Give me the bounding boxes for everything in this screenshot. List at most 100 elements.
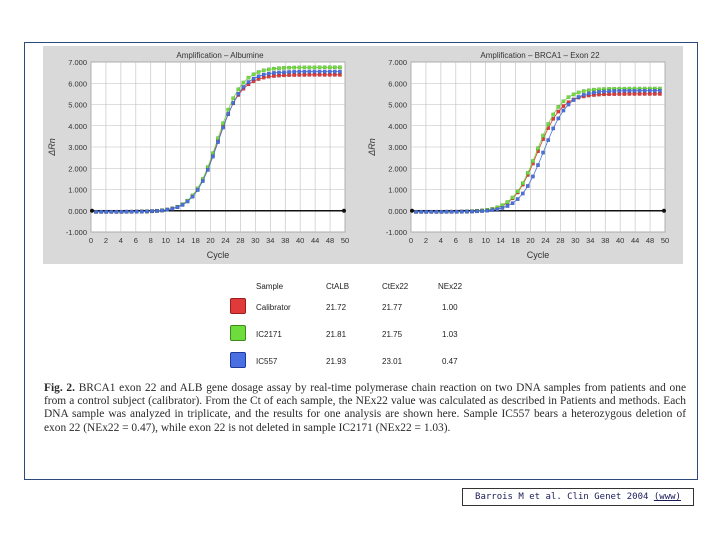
data-point (170, 206, 175, 211)
data-point (297, 69, 302, 74)
data-point (124, 209, 129, 214)
x-tick-label: 50 (661, 236, 669, 245)
data-point (327, 65, 332, 70)
data-point (256, 70, 261, 74)
data-point (297, 65, 302, 70)
calibrator-swatch (230, 298, 246, 314)
data-point (500, 206, 505, 210)
data-point (231, 101, 236, 105)
data-point (139, 209, 144, 214)
data-point (211, 154, 215, 159)
data-point (272, 71, 276, 75)
data-point (642, 88, 647, 93)
data-point (470, 209, 474, 214)
data-point (622, 88, 627, 93)
data-point (652, 88, 657, 93)
y-tick-label: 7.000 (388, 58, 407, 67)
table-row-nex22: 0.47 (442, 357, 458, 366)
x-tick-label: 6 (454, 236, 458, 245)
data-point (617, 89, 622, 93)
data-point (414, 209, 418, 214)
data-point (292, 69, 297, 74)
data-point (576, 95, 581, 99)
y-tick-label: 5.000 (68, 101, 87, 110)
table-row-nex22: 1.03 (442, 330, 458, 339)
x-tick-label: 40 (296, 236, 304, 245)
data-point (322, 69, 327, 74)
data-point (292, 73, 297, 77)
data-point (459, 209, 464, 214)
y-tick-label: 2.000 (68, 164, 87, 173)
data-point (317, 72, 322, 77)
data-point (327, 69, 332, 74)
data-point (251, 72, 256, 77)
x-tick-label: 48 (646, 236, 654, 245)
data-point (287, 70, 291, 74)
data-point (160, 208, 164, 213)
y-tick-label: 1.000 (68, 186, 87, 195)
table-row-ct-ex22: 21.75 (382, 330, 403, 339)
data-point (297, 73, 302, 77)
data-point (175, 205, 180, 210)
table-row-sample: Calibrator (256, 303, 291, 312)
table-row-sample: IC557 (256, 357, 278, 366)
series-ic557 (414, 88, 662, 214)
table-row-ct-ex22: 23.01 (382, 357, 403, 366)
data-point (642, 92, 647, 96)
table-row-ct-alb: 21.93 (326, 357, 347, 366)
citation-link[interactable]: (www) (653, 492, 681, 502)
table-row-ct-alb: 21.81 (326, 330, 347, 339)
y-tick-label: 5.000 (388, 101, 407, 110)
x-tick-label: 8 (469, 236, 473, 245)
data-point (332, 65, 337, 70)
table-row-ct-ex22: 21.77 (382, 303, 403, 312)
table-header-ct-ex22: CtEx22 (382, 282, 409, 291)
x-tick-label: 38 (281, 236, 289, 245)
data-point (465, 209, 469, 214)
data-point (282, 66, 286, 70)
x-tick-label: 28 (556, 236, 564, 245)
data-point (622, 92, 627, 96)
data-point (541, 150, 545, 155)
data-point (632, 92, 637, 96)
y-tick-label: 0.000 (388, 207, 407, 216)
data-point (566, 102, 571, 107)
data-point (597, 90, 601, 94)
table-row-sample: IC2171 (256, 330, 282, 339)
ic2171-swatch (230, 325, 246, 341)
x-tick-label: 18 (511, 236, 519, 245)
data-point (236, 87, 241, 92)
y-tick-label: 6.000 (388, 79, 407, 88)
y-tick-label: 7.000 (68, 58, 87, 67)
y-tick-label: 3.000 (68, 143, 87, 152)
data-point (200, 179, 205, 183)
data-point (495, 207, 500, 212)
data-point (658, 92, 662, 96)
data-point (195, 188, 200, 192)
data-point (241, 80, 246, 85)
data-point (287, 73, 291, 77)
y-axis-label: ΔRn (367, 138, 377, 157)
data-point (652, 92, 657, 96)
data-point (307, 72, 312, 77)
data-point (520, 181, 525, 186)
data-point (312, 65, 317, 70)
data-point (480, 209, 484, 213)
x-tick-label: 4 (119, 236, 123, 245)
data-point (94, 209, 98, 214)
data-point (190, 194, 195, 199)
data-point (434, 209, 439, 214)
x-axis-label: Cycle (527, 250, 550, 260)
data-point (510, 201, 515, 206)
x-tick-label: 24 (541, 236, 549, 245)
data-point (277, 73, 281, 78)
y-tick-label: 4.000 (388, 122, 407, 131)
data-point (612, 89, 617, 93)
data-point (246, 80, 251, 84)
data-point (551, 112, 556, 117)
data-point (150, 209, 154, 214)
data-point (525, 184, 530, 188)
data-point (307, 69, 312, 74)
data-point (119, 209, 124, 214)
data-point (449, 209, 454, 214)
